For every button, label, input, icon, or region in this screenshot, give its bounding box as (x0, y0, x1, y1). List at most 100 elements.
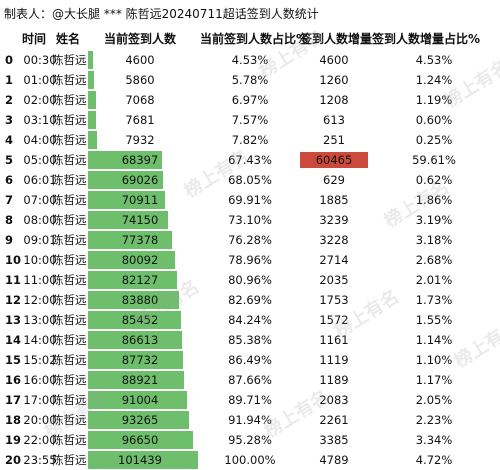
increment-pct-cell: 59.61% (412, 153, 456, 167)
row-index: 20 (5, 453, 22, 467)
increment-pct-cell: 3.19% (415, 213, 453, 227)
count-cell: 85452 (121, 313, 159, 327)
name-cell: 陈哲远 (52, 393, 87, 407)
count-cell: 101439 (118, 453, 162, 467)
count-databar (88, 271, 177, 289)
row-index: 1 (5, 73, 14, 87)
table-row: 3 03:10 陈哲远 7681 7.57% 613 0.60% (0, 110, 500, 130)
count-cell: 4600 (125, 53, 155, 67)
count-databar (88, 91, 96, 109)
name-cell: 陈哲远 (52, 193, 87, 207)
increment-pct-cell: 1.10% (415, 353, 453, 367)
increment-pct-cell: 3.18% (415, 233, 453, 247)
name-cell: 陈哲远 (52, 353, 87, 367)
count-cell: 69026 (121, 173, 159, 187)
row-index: 5 (5, 153, 14, 167)
pct-cell: 6.97% (231, 93, 269, 107)
table-row: 15 15:02 陈哲远 87732 86.49% 1119 1.10% (0, 350, 500, 370)
increment-pct-cell: 4.72% (415, 453, 453, 467)
count-cell: 68397 (121, 153, 159, 167)
time-cell: 12:00 (23, 293, 57, 307)
pct-cell: 100.00% (224, 453, 276, 467)
increment-cell: 629 (323, 173, 345, 187)
name-cell: 陈哲远 (52, 333, 87, 347)
count-cell: 7068 (125, 93, 155, 107)
increment-pct-cell: 2.05% (415, 393, 453, 407)
pct-cell: 86.49% (228, 353, 272, 367)
row-index: 12 (5, 293, 22, 307)
count-cell: 77378 (121, 233, 159, 247)
count-databar (88, 311, 181, 329)
increment-cell: 2714 (319, 253, 349, 267)
increment-pct-cell: 2.23% (415, 413, 453, 427)
table-row: 19 22:00 陈哲远 96650 95.28% 3385 3.34% (0, 430, 500, 450)
count-cell: 87732 (121, 353, 159, 367)
count-databar (88, 231, 172, 249)
increment-cell: 613 (323, 113, 345, 127)
table-row: 14 14:00 陈哲远 86613 85.38% 1161 1.14% (0, 330, 500, 350)
table-row: 18 20:00 陈哲远 93265 91.94% 2261 2.23% (0, 410, 500, 430)
name-cell: 陈哲远 (52, 453, 87, 467)
table-row: 2 02:00 陈哲远 7068 6.97% 1208 1.19% (0, 90, 500, 110)
name-cell: 陈哲远 (52, 173, 87, 187)
count-databar (88, 71, 94, 89)
name-cell: 陈哲远 (52, 73, 87, 87)
increment-cell: 1753 (319, 293, 349, 307)
row-index: 0 (5, 53, 14, 67)
count-cell: 82127 (121, 273, 159, 287)
time-cell: 20:00 (23, 413, 57, 427)
increment-cell: 1119 (319, 353, 349, 367)
row-index: 6 (5, 173, 14, 187)
name-cell: 陈哲远 (52, 233, 87, 247)
pct-cell: 80.96% (228, 273, 272, 287)
time-cell: 04:00 (23, 133, 57, 147)
table-row: 17 17:00 陈哲远 91004 89.71% 2083 2.05% (0, 390, 500, 410)
name-cell: 陈哲远 (52, 273, 87, 287)
time-cell: 07:00 (23, 193, 57, 207)
pct-cell: 68.05% (228, 173, 272, 187)
pct-cell: 91.94% (228, 413, 272, 427)
count-cell: 70911 (121, 193, 159, 207)
increment-cell: 4789 (319, 453, 349, 467)
increment-pct-cell: 1.24% (415, 73, 453, 87)
time-cell: 01:00 (23, 73, 57, 87)
table-row: 13 13:00 陈哲远 85452 84.24% 1572 1.55% (0, 310, 500, 330)
time-cell: 10:00 (23, 253, 57, 267)
row-index: 19 (5, 433, 22, 447)
count-cell: 91004 (121, 393, 159, 407)
count-databar (88, 331, 182, 349)
count-cell: 93265 (121, 413, 159, 427)
name-cell: 陈哲远 (52, 373, 87, 387)
table-row: 5 05:00 陈哲远 68397 67.43% 60465 59.61% (0, 150, 500, 170)
count-databar (88, 151, 162, 169)
count-databar (88, 191, 165, 209)
time-cell: 08:00 (23, 213, 57, 227)
row-index: 16 (5, 373, 22, 387)
row-index: 2 (5, 93, 14, 107)
increment-pct-cell: 1.73% (415, 293, 453, 307)
increment-cell: 251 (323, 133, 345, 147)
count-databar (88, 251, 175, 269)
count-databar (88, 291, 179, 309)
count-databar (88, 171, 163, 189)
increment-cell: 4600 (319, 53, 349, 67)
table-row: 7 07:00 陈哲远 70911 69.91% 1885 1.86% (0, 190, 500, 210)
pct-cell: 73.10% (228, 213, 272, 227)
increment-cell: 1260 (319, 73, 349, 87)
row-index: 10 (5, 253, 22, 267)
row-index: 7 (5, 193, 14, 207)
count-databar (88, 351, 183, 369)
increment-pct-cell: 1.19% (415, 93, 453, 107)
table-row: 11 11:00 陈哲远 82127 80.96% 2035 2.01% (0, 270, 500, 290)
pct-cell: 7.82% (231, 133, 269, 147)
pct-cell: 82.69% (228, 293, 272, 307)
header-count: 当前签到人数 (104, 32, 177, 46)
increment-pct-cell: 0.62% (415, 173, 453, 187)
table-row: 20 23:55 陈哲远 101439 100.00% 4789 4.72% (0, 450, 500, 470)
increment-cell: 1208 (319, 93, 349, 107)
increment-pct-cell: 0.25% (415, 133, 453, 147)
pct-cell: 85.38% (228, 333, 272, 347)
pct-cell: 78.96% (228, 253, 272, 267)
increment-cell: 60465 (300, 152, 368, 168)
increment-cell: 2083 (319, 393, 349, 407)
